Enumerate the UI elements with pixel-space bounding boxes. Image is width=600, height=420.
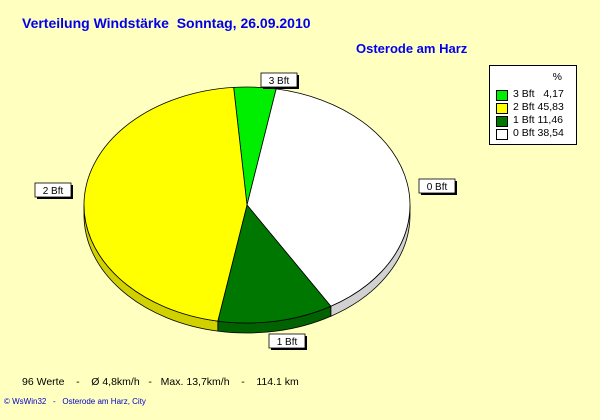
legend-item: 0 Bft 38,54 <box>496 127 578 141</box>
legend-swatch <box>496 129 508 140</box>
legend-label: 0 Bft 38,54 <box>513 127 564 139</box>
pie-slice-0-bft <box>246 88 411 307</box>
footer-credit: © WsWin32 - Osterode am Harz, City <box>4 397 146 406</box>
chart-title: Verteilung Windstärke Sonntag, 26.09.201… <box>22 15 311 31</box>
pie-label-0-bft: 0 Bft <box>418 178 457 195</box>
pie-label-3-bft: 3 Bft <box>260 72 299 89</box>
pie-label-1-bft: 1 Bft <box>268 333 307 350</box>
legend-label: 2 Bft 45,83 <box>513 101 564 113</box>
legend-swatch <box>496 103 508 114</box>
pie-label-2-bft: 2 Bft <box>34 182 73 199</box>
legend-item: 1 Bft 11,46 <box>496 114 578 128</box>
legend: % 3 Bft 4,17 2 Bft 45,83 1 Bft 11,46 0 B… <box>489 65 577 145</box>
statistics-line: 96 Werte - Ø 4,8km/h - Max. 13,7km/h - 1… <box>22 376 299 388</box>
pie-label-text: 3 Bft <box>269 76 290 87</box>
pie-slice-1-bft <box>217 204 332 324</box>
pie-label-text: 0 Bft <box>427 182 448 193</box>
location-label: Osterode am Harz <box>356 41 468 56</box>
pie-label-text: 2 Bft <box>43 186 64 197</box>
legend-label: 3 Bft 4,17 <box>513 88 564 100</box>
pie-label-text: 1 Bft <box>277 337 298 348</box>
legend-swatch <box>496 90 508 101</box>
legend-header: % <box>552 71 562 83</box>
legend-label: 1 Bft 11,46 <box>513 114 564 126</box>
legend-swatch <box>496 116 508 127</box>
pie-slice-2-bft <box>83 86 248 322</box>
legend-item: 2 Bft 45,83 <box>496 101 578 115</box>
legend-item: 3 Bft 4,17 <box>496 88 578 102</box>
